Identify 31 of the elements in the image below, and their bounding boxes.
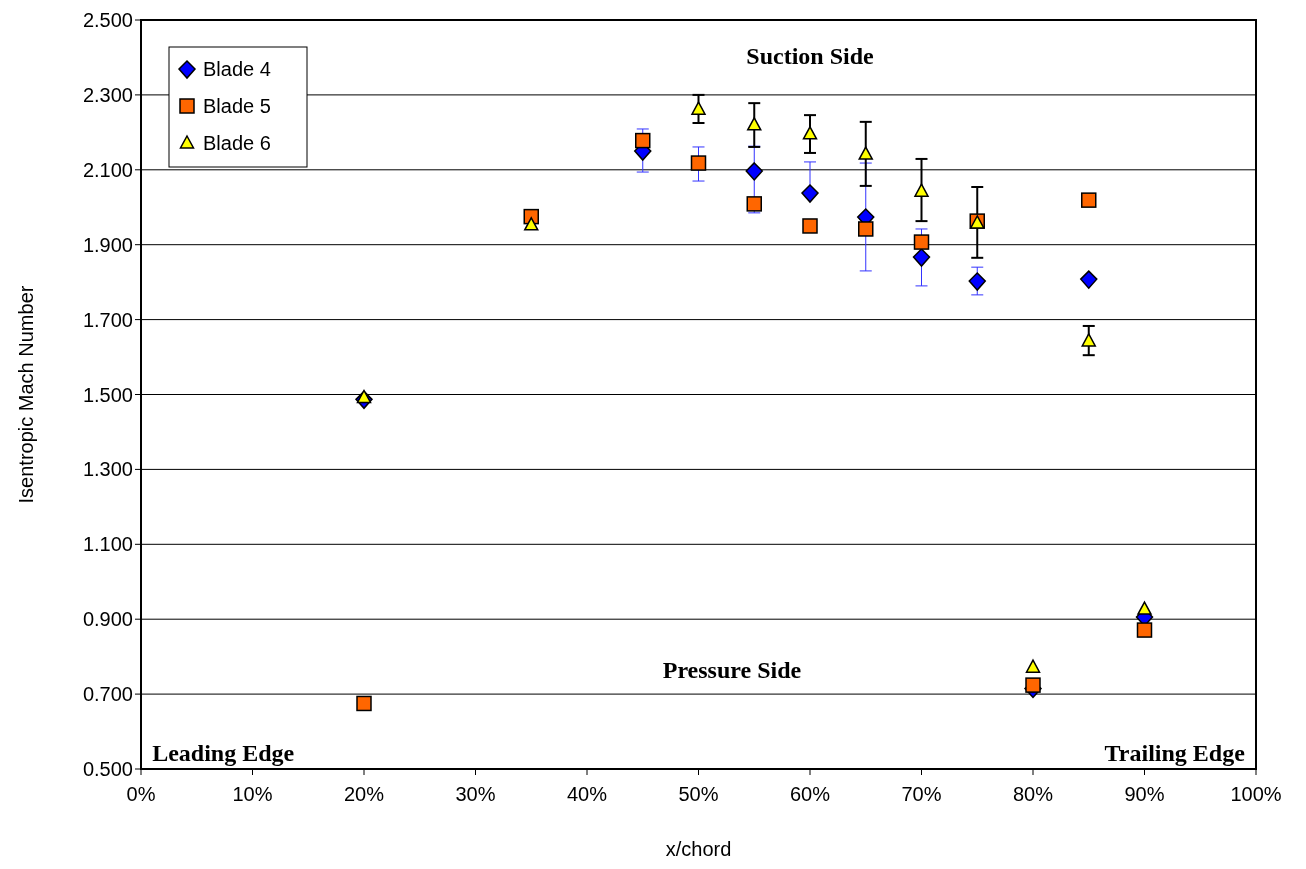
x-tick-label: 70% [901,783,942,805]
y-tick-label: 2.500 [82,9,133,31]
x-tick-label: 100% [1230,783,1282,805]
y-tick-label: 2.300 [82,83,133,106]
x-tick-label: 0% [126,783,156,805]
y-tick-label: 1.100 [82,533,133,556]
annotation: Leading Edge [152,739,295,766]
y-tick-label: 2.100 [82,158,133,181]
y-axis-title: Isentropic Mach Number [15,285,37,504]
y-tick-label: 0.700 [82,683,133,706]
y-tick-label: 1.900 [82,233,133,256]
x-tick-label: 40% [566,783,608,805]
y-tick-label: 0.500 [82,758,133,780]
x-tick-label: 20% [343,783,385,805]
annotation: Pressure Side [662,657,802,684]
x-tick-label: 80% [1012,783,1054,805]
legend-label: Blade 5 [203,95,271,117]
y-tick-label: 1.300 [82,458,133,481]
x-tick-label: 30% [455,783,496,805]
x-axis-title: x/chord [665,838,732,860]
x-tick-label: 90% [1124,783,1165,805]
y-tick-label: 1.700 [82,308,133,331]
x-tick-label: 10% [232,783,273,805]
annotation: Trailing Edge [1104,739,1246,766]
x-tick-label: 60% [789,783,831,805]
legend-label: Blade 4 [203,58,271,80]
x-tick-label: 50% [678,783,719,805]
y-tick-label: 0.900 [82,608,133,631]
annotation: Suction Side [746,42,875,69]
legend-label: Blade 6 [203,132,271,154]
y-tick-label: 1.500 [82,383,133,406]
